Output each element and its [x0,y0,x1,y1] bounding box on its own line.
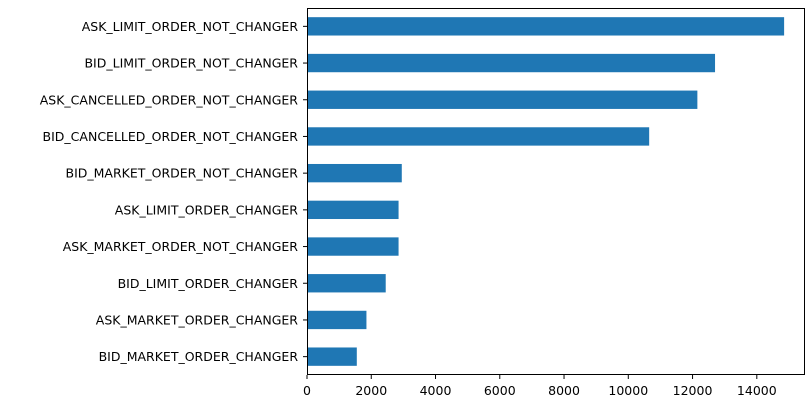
x-tick-label: 14000 [737,383,777,398]
bar-bid-market-order-not-changer [307,163,402,183]
x-tick-label: 2000 [355,383,387,398]
y-tick-label: ASK_LIMIT_ORDER_NOT_CHANGER [82,19,299,34]
bar-ask-limit-order-not-changer [307,17,785,36]
y-tick-label: BID_CANCELLED_ORDER_NOT_CHANGER [43,129,299,144]
y-tick-label: ASK_MARKET_ORDER_CHANGER [96,312,299,327]
bar-ask-market-order-not-changer [307,237,399,256]
x-tick-label: 0 [303,383,311,398]
y-tick-label: ASK_MARKET_ORDER_NOT_CHANGER [63,239,299,254]
x-tick-label: 8000 [548,383,580,398]
y-tick-label: ASK_CANCELLED_ORDER_NOT_CHANGER [40,92,299,107]
bar-ask-market-order-changer [307,310,367,330]
y-tick-label: BID_MARKET_ORDER_CHANGER [99,349,299,364]
bars-layer [307,17,785,366]
bar-ask-cancelled-order-not-changer [307,90,698,109]
x-tick-label: 4000 [420,383,452,398]
y-tick-label: BID_MARKET_ORDER_NOT_CHANGER [66,166,299,181]
x-tick-label: 12000 [673,383,713,398]
y-tick-label: ASK_LIMIT_ORDER_CHANGER [115,202,299,217]
y-tick-label: BID_LIMIT_ORDER_NOT_CHANGER [84,56,298,71]
y-tick-label: BID_LIMIT_ORDER_CHANGER [118,276,299,291]
y-axis: ASK_LIMIT_ORDER_NOT_CHANGER BID_LIMIT_ORD… [40,19,307,364]
bar-bid-limit-order-changer [307,274,386,293]
x-tick-label: 10000 [608,383,648,398]
x-axis: 0 2000 4000 6000 8000 10000 12000 14000 [303,375,777,398]
bar-bid-cancelled-order-not-changer [307,127,650,146]
bar-bid-market-order-changer [307,347,357,366]
plot-frame [307,8,805,375]
x-tick-label: 6000 [484,383,516,398]
bar-bid-limit-order-not-changer [307,53,716,73]
bar-ask-limit-order-changer [307,200,399,220]
